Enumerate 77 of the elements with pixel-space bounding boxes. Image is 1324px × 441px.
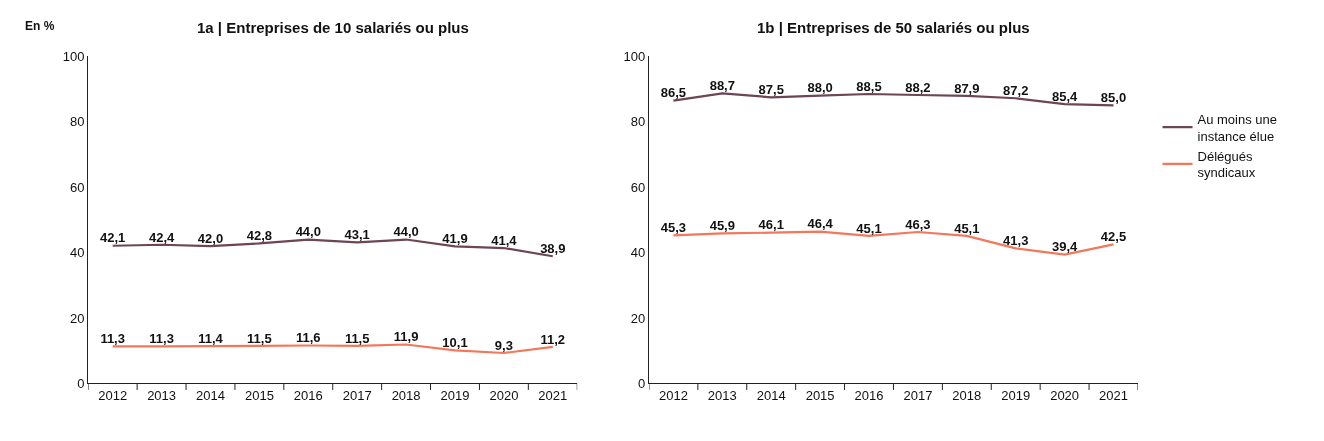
data-label: 9,3 — [494, 337, 513, 353]
data-label: 86,5 — [660, 85, 687, 101]
data-label: 11,4 — [198, 330, 224, 346]
y-tick-label: 60 — [630, 179, 646, 195]
y-tick-label: 0 — [638, 375, 646, 391]
x-tick-label: 2013 — [147, 388, 177, 404]
legend-label: Délégués syndicaux — [1197, 148, 1256, 181]
y-tick-label: 40 — [630, 245, 646, 261]
data-label: 88,2 — [905, 79, 931, 95]
x-tick-label: 2021 — [1099, 388, 1128, 404]
y-tick-label: 100 — [62, 48, 85, 64]
x-tick-label: 2018 — [952, 388, 982, 404]
data-label: 42,0 — [197, 230, 224, 246]
data-label: 11,2 — [540, 331, 566, 347]
legend-label: Au moins une instance élue — [1197, 111, 1278, 144]
y-tick-label: 100 — [623, 48, 646, 64]
x-tick-label: 2020 — [1050, 388, 1080, 404]
data-label: 46,1 — [758, 217, 784, 233]
x-tick-label: 2019 — [440, 388, 470, 404]
x-tick-label: 2021 — [538, 388, 568, 404]
x-tick-label: 2018 — [391, 388, 421, 404]
data-label: 41,9 — [442, 231, 468, 247]
data-label: 46,3 — [905, 216, 931, 232]
data-label: 88,0 — [807, 80, 833, 96]
data-label: 11,5 — [247, 330, 272, 346]
data-label: 11,5 — [344, 330, 370, 346]
data-label: 85,0 — [1100, 90, 1127, 106]
x-tick-label: 2019 — [1001, 388, 1031, 404]
y-tick-label: 0 — [77, 375, 85, 391]
data-label: 46,4 — [807, 216, 834, 232]
data-label: 42,5 — [1100, 229, 1127, 245]
data-label: 10,1 — [442, 335, 468, 351]
x-tick-label: 2017 — [903, 388, 933, 404]
data-label: 43,1 — [344, 227, 370, 243]
data-label: 42,8 — [246, 228, 273, 244]
x-tick-label: 2017 — [342, 388, 372, 404]
data-label: 42,1 — [100, 230, 126, 246]
y-tick-label: 80 — [630, 114, 646, 130]
data-label: 38,9 — [540, 240, 566, 256]
data-label: 44,0 — [295, 224, 321, 240]
data-label: 42,4 — [148, 229, 176, 245]
data-label: 45,1 — [954, 220, 980, 236]
y-tick-label: 20 — [630, 310, 646, 326]
x-tick-label: 2014 — [196, 388, 225, 404]
y-axis-title: En % — [25, 19, 55, 33]
data-label: 11,3 — [100, 331, 125, 347]
x-tick-label: 2013 — [707, 388, 737, 404]
y-tick-label: 40 — [70, 245, 85, 261]
x-tick-label: 2016 — [293, 388, 323, 404]
data-label: 87,2 — [1003, 83, 1029, 99]
data-label: 11,9 — [393, 329, 419, 345]
data-label: 45,9 — [709, 218, 735, 234]
x-tick-label: 2015 — [244, 388, 274, 404]
chart-title: 1a | Entreprises de 10 salariés ou plus — [197, 19, 469, 36]
data-label: 11,6 — [295, 330, 321, 346]
data-label: 88,7 — [709, 78, 735, 94]
data-label: 87,5 — [758, 82, 784, 98]
data-label: 85,4 — [1051, 88, 1079, 104]
x-tick-label: 2012 — [658, 388, 688, 404]
data-label: 88,5 — [856, 78, 882, 94]
data-label: 44,0 — [393, 224, 419, 240]
x-tick-label: 2015 — [805, 388, 835, 404]
x-tick-label: 2020 — [489, 388, 519, 404]
y-tick-label: 20 — [70, 310, 85, 326]
x-tick-label: 2014 — [756, 388, 786, 404]
data-label: 45,1 — [856, 220, 882, 236]
chart-title: 1b | Entreprises de 50 salariés ou plus — [757, 19, 1030, 36]
x-tick-label: 2012 — [98, 388, 128, 404]
data-label: 41,4 — [491, 232, 518, 248]
data-label: 11,3 — [149, 331, 174, 347]
y-tick-label: 80 — [70, 114, 85, 130]
y-tick-label: 60 — [70, 179, 85, 195]
data-label: 87,9 — [954, 80, 980, 96]
data-label: 45,3 — [660, 220, 687, 236]
x-tick-label: 2016 — [854, 388, 884, 404]
data-label: 39,4 — [1051, 239, 1079, 255]
data-label: 41,3 — [1003, 233, 1029, 249]
